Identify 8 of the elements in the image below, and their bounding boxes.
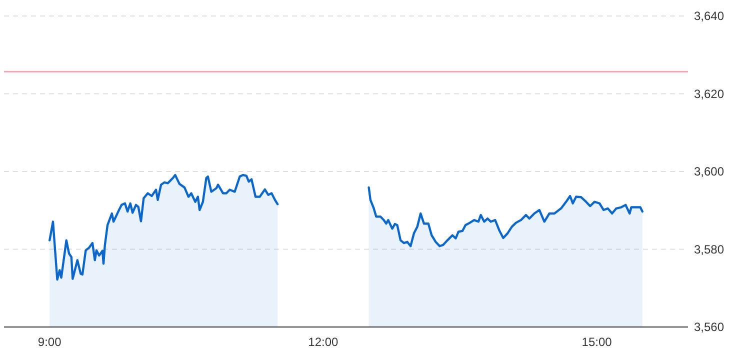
y-tick-label: 3,620 (694, 86, 724, 101)
x-tick-label: 15:00 (582, 335, 612, 349)
y-tick-label: 3,560 (694, 320, 724, 334)
x-tick-label: 9:00 (38, 335, 62, 349)
y-tick-label: 3,600 (694, 164, 724, 178)
y-tick-label: 3,580 (694, 242, 724, 256)
y-tick-label: 3,640 (694, 9, 724, 23)
x-tick-label: 12:00 (308, 335, 339, 349)
